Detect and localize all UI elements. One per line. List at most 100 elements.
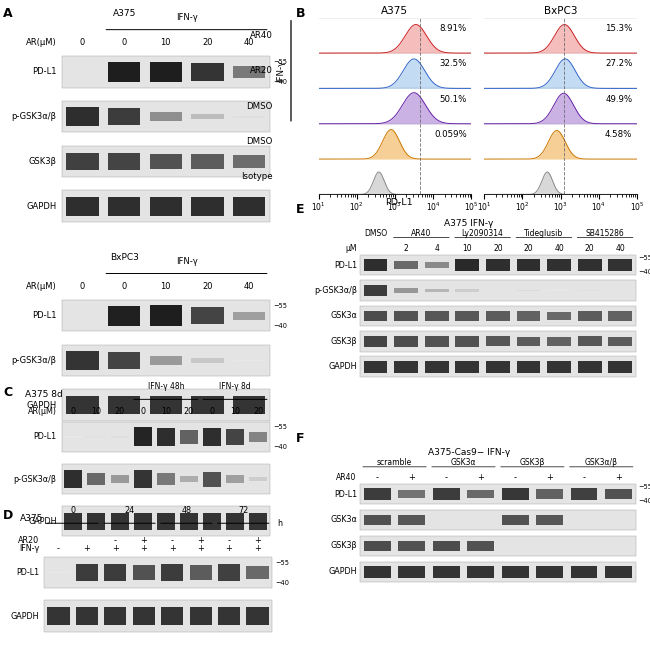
Text: Tideglusib: Tideglusib [525, 229, 564, 238]
Text: −55: −55 [274, 302, 288, 308]
Text: 40: 40 [244, 282, 254, 291]
Text: PD-L1: PD-L1 [32, 67, 57, 76]
Text: AR(μM): AR(μM) [26, 282, 57, 291]
Text: 10: 10 [230, 407, 240, 416]
Text: GSK3α: GSK3α [450, 459, 476, 467]
Bar [150, 396, 182, 415]
Bar [360, 331, 636, 352]
Bar [363, 310, 387, 322]
Text: 0: 0 [80, 282, 85, 291]
Bar [517, 337, 541, 346]
Bar [108, 197, 140, 215]
Bar [364, 488, 391, 500]
Text: -: - [114, 536, 117, 545]
Bar [62, 422, 270, 452]
Bar [133, 565, 155, 581]
Bar [111, 513, 129, 530]
Text: 0.059%: 0.059% [434, 130, 467, 139]
Text: D: D [3, 509, 14, 522]
Text: −40: −40 [638, 498, 650, 503]
Bar [363, 259, 387, 272]
Bar [363, 285, 387, 297]
Bar [191, 307, 224, 324]
Text: F: F [296, 432, 304, 445]
Bar [608, 361, 632, 373]
Bar [394, 261, 418, 270]
Text: +: + [546, 473, 553, 482]
Bar [249, 513, 267, 530]
Text: 0: 0 [70, 506, 75, 515]
Bar [363, 361, 387, 373]
Text: A375-Cas9− IFN-γ: A375-Cas9− IFN-γ [428, 448, 510, 457]
Bar [104, 564, 126, 581]
Text: GAPDH: GAPDH [26, 202, 57, 211]
Text: +: + [140, 536, 147, 545]
Bar [150, 356, 182, 365]
Text: 20: 20 [114, 407, 125, 416]
Bar [517, 311, 541, 320]
Text: −55: −55 [276, 559, 290, 565]
Bar [424, 262, 448, 268]
Text: +: + [477, 473, 484, 482]
Text: -: - [582, 473, 586, 482]
Text: -: - [227, 536, 231, 545]
Bar [64, 470, 83, 488]
Text: 20: 20 [524, 244, 534, 253]
Bar [226, 475, 244, 483]
Text: SB415286: SB415286 [586, 229, 625, 238]
Bar [111, 436, 129, 438]
Bar [108, 352, 140, 369]
Bar [246, 566, 268, 579]
Bar [233, 155, 265, 168]
Bar [87, 436, 105, 438]
Text: PD-L1: PD-L1 [334, 260, 358, 270]
Bar [578, 290, 602, 291]
Bar [47, 572, 70, 573]
Text: −40: −40 [274, 444, 288, 449]
Bar [108, 153, 140, 170]
Bar [66, 197, 99, 215]
Bar [360, 484, 636, 504]
Bar [44, 600, 272, 632]
Text: AR40: AR40 [336, 473, 357, 482]
Bar [517, 361, 541, 373]
Bar [363, 336, 387, 347]
Text: A: A [3, 7, 13, 20]
Text: DMSO: DMSO [246, 101, 273, 111]
Bar [203, 513, 221, 530]
Text: GAPDH: GAPDH [28, 517, 57, 526]
Text: 8.91%: 8.91% [439, 24, 467, 33]
Text: 10: 10 [92, 407, 101, 416]
Bar [233, 66, 265, 78]
Text: 20: 20 [253, 407, 263, 416]
Text: PD-L1: PD-L1 [32, 311, 57, 320]
Text: −55: −55 [638, 484, 650, 490]
Bar [394, 287, 418, 293]
Bar [108, 306, 140, 326]
Text: +: + [197, 544, 204, 553]
Bar [249, 477, 267, 481]
Bar [203, 428, 221, 446]
Bar [180, 476, 198, 482]
Text: GAPDH: GAPDH [329, 567, 358, 577]
Text: GAPDH: GAPDH [329, 362, 358, 372]
Text: scramble: scramble [377, 459, 412, 467]
Bar [486, 259, 510, 272]
Text: 49.9%: 49.9% [605, 94, 632, 103]
Text: A375 IFN-γ: A375 IFN-γ [444, 219, 493, 227]
Title: A375: A375 [382, 7, 408, 16]
Bar [486, 290, 510, 291]
Bar [150, 112, 182, 121]
Bar [233, 115, 265, 118]
Text: GSK3β: GSK3β [331, 337, 358, 346]
Text: 4: 4 [434, 244, 439, 253]
Text: 0: 0 [80, 38, 85, 47]
Text: 50.1%: 50.1% [439, 94, 467, 103]
Text: PD-L1: PD-L1 [16, 568, 39, 577]
Bar [44, 557, 272, 588]
Bar [433, 488, 460, 500]
Text: GSK3β: GSK3β [520, 459, 545, 467]
Text: GAPDH: GAPDH [10, 612, 39, 621]
Bar [571, 566, 597, 578]
Bar [398, 490, 425, 498]
